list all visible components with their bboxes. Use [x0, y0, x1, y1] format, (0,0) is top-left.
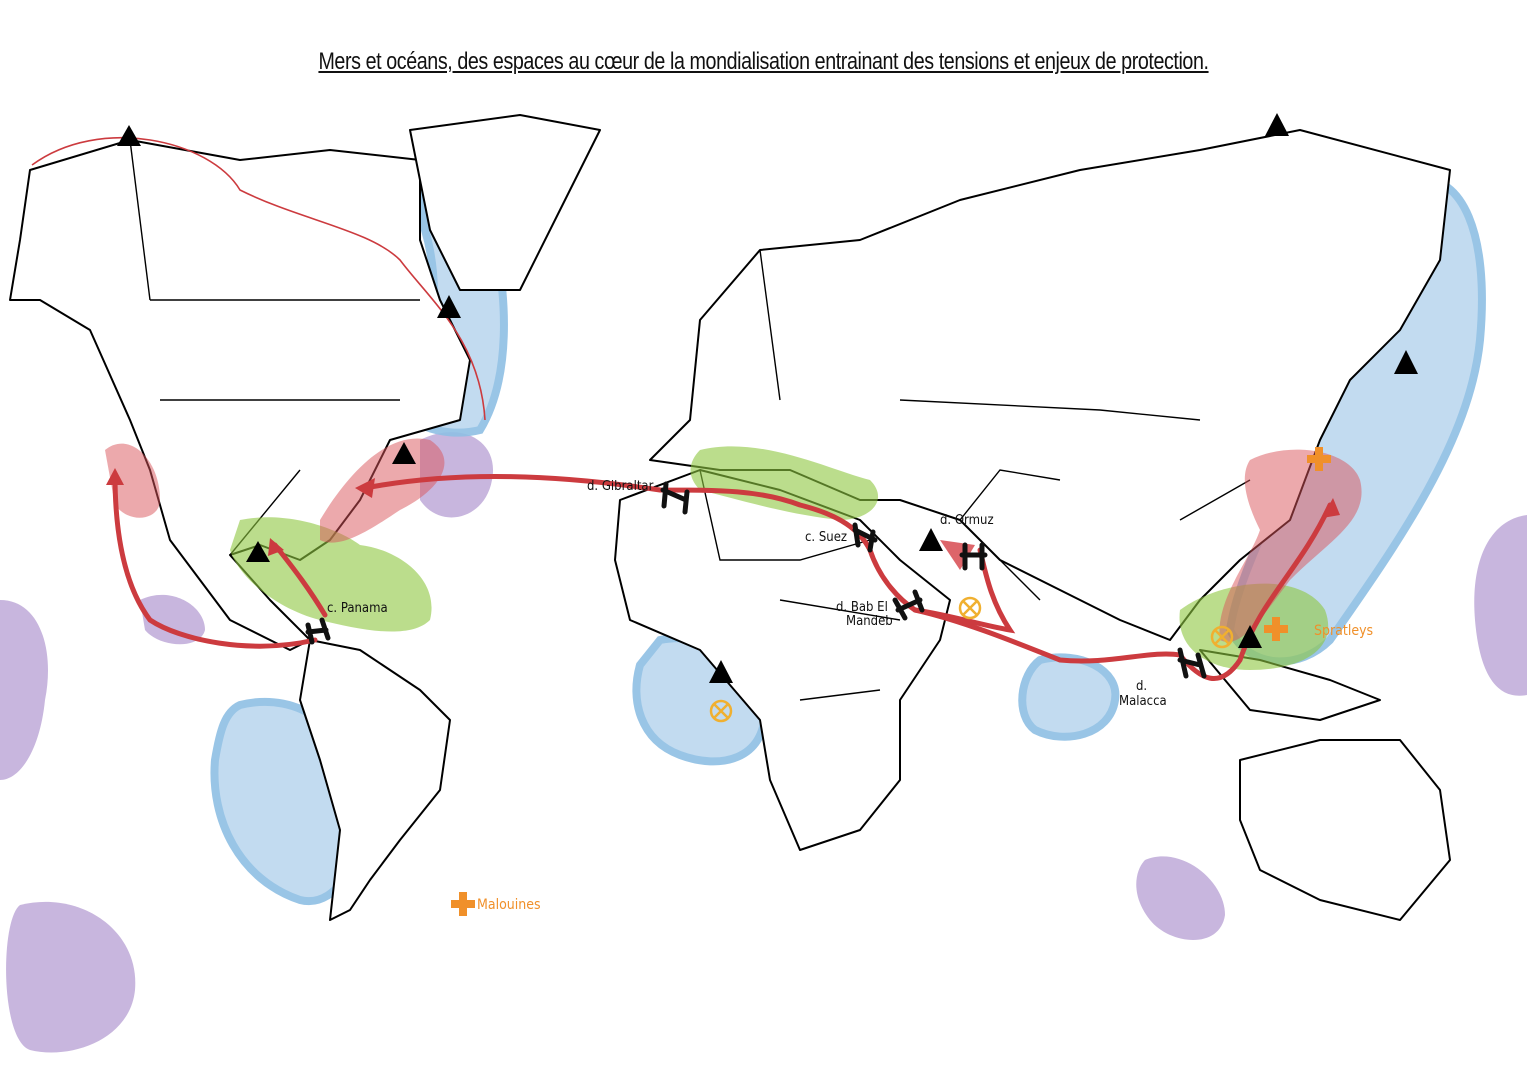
label-spratleys: Spratleys	[1314, 623, 1373, 639]
purple-zones	[0, 432, 1527, 1053]
chokepoint-icon	[305, 617, 331, 645]
dispute-cross-icon	[451, 892, 475, 916]
label-bab-el-mandeb-2: Mandeb	[846, 614, 893, 629]
label-malacca-2: Malacca	[1119, 694, 1167, 709]
dispute-cross-icon	[1307, 447, 1331, 471]
label-bab-el-mandeb-1: d. Bab El	[836, 600, 888, 615]
triangle-icon	[1238, 625, 1262, 648]
label-malouines: Malouines	[477, 897, 541, 913]
continents	[9, 114, 1451, 921]
chokepoint-icons	[305, 481, 1207, 679]
label-ormuz: d. Ormuz	[940, 513, 994, 528]
dispute-cross-icon	[1264, 617, 1288, 641]
label-malacca-1: d.	[1136, 679, 1147, 694]
maritime-routes	[31, 136, 1340, 681]
chokepoint-icon	[1177, 647, 1207, 679]
triangle-icon	[246, 541, 270, 562]
piracy-icon	[958, 596, 982, 620]
label-gibraltar: d. Gibraltar	[587, 479, 654, 494]
dispute-cross-icons	[451, 447, 1331, 916]
chokepoint-icon	[660, 481, 690, 515]
triangle-icon	[709, 660, 733, 683]
triangle-icon	[1265, 113, 1289, 136]
label-suez: c. Suez	[805, 530, 847, 545]
chokepoint-icon	[852, 522, 878, 553]
triangle-icon	[437, 295, 461, 318]
piracy-icons	[709, 596, 1234, 723]
tension-zones	[105, 438, 1362, 642]
triangle-icon	[1394, 350, 1418, 374]
triangle-icon	[117, 125, 141, 146]
piracy-icon	[1210, 625, 1234, 649]
map-title: Mers et océans, des espaces au cœur de l…	[318, 48, 1209, 75]
piracy-icon	[709, 699, 733, 723]
triangle-icon	[919, 528, 943, 551]
chokepoint-icon	[892, 589, 925, 621]
label-panama: c. Panama	[327, 601, 388, 616]
chokepoint-icon	[959, 542, 988, 571]
triangle-icons	[117, 113, 1418, 683]
triangle-icon	[392, 442, 416, 464]
